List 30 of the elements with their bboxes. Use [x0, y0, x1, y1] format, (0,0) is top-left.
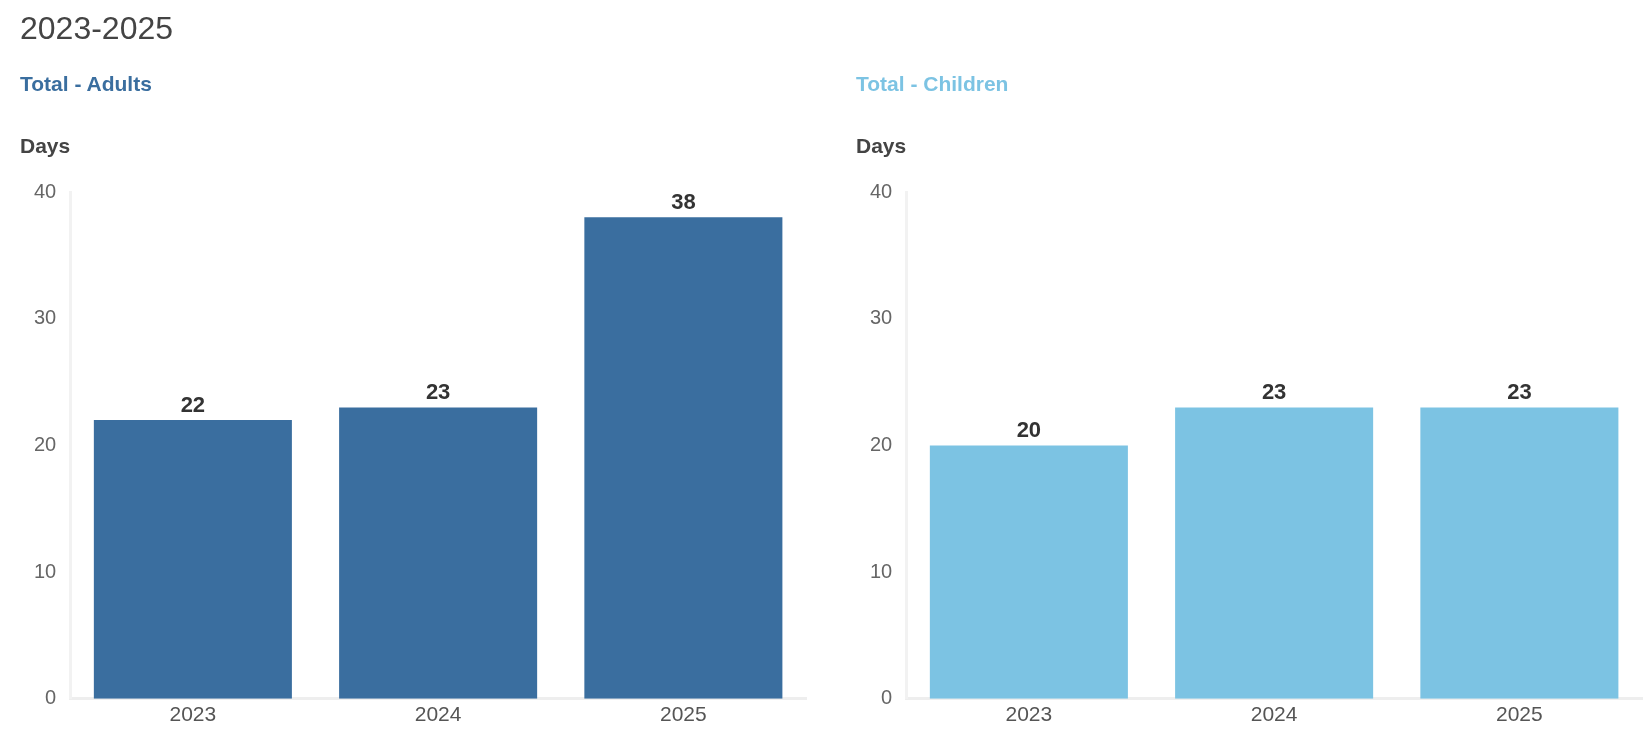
- data-label: 38: [671, 189, 696, 215]
- y-tick-label: 10: [34, 559, 57, 582]
- y-tick-label: 0: [45, 686, 57, 709]
- x-tick-label: 2024: [1250, 702, 1298, 726]
- data-label: 20: [1016, 417, 1042, 443]
- data-label: 23: [425, 379, 451, 405]
- bar: [584, 217, 783, 699]
- y-tick-label: 20: [34, 432, 57, 455]
- x-tick-label: 2025: [660, 702, 707, 726]
- y-tick-label: 20: [870, 432, 893, 455]
- x-tick-label: 2023: [169, 702, 217, 726]
- data-label: 23: [1507, 379, 1532, 405]
- x-tick-label: 2023: [1005, 702, 1053, 726]
- y-axis-title: Days: [20, 134, 72, 159]
- data-label: 22: [180, 392, 206, 418]
- y-tick-label: 0: [881, 686, 893, 709]
- y-tick-label: 30: [870, 306, 893, 329]
- x-tick-label: 2024: [414, 702, 462, 726]
- y-tick-label: 10: [870, 559, 893, 582]
- chart-subtitle: Total - Children: [856, 72, 1010, 97]
- y-axis-title: Days: [856, 134, 908, 159]
- chart-title: 2023-2025: [20, 10, 174, 46]
- bar: [93, 420, 292, 699]
- y-tick-label: 30: [34, 306, 57, 329]
- x-tick-label: 2025: [1496, 702, 1543, 726]
- bar: [339, 407, 538, 699]
- data-label: 23: [1261, 379, 1287, 405]
- y-tick-label: 40: [34, 179, 57, 202]
- chart-subtitle: Total - Adults: [20, 72, 153, 97]
- y-tick-label: 40: [870, 179, 893, 202]
